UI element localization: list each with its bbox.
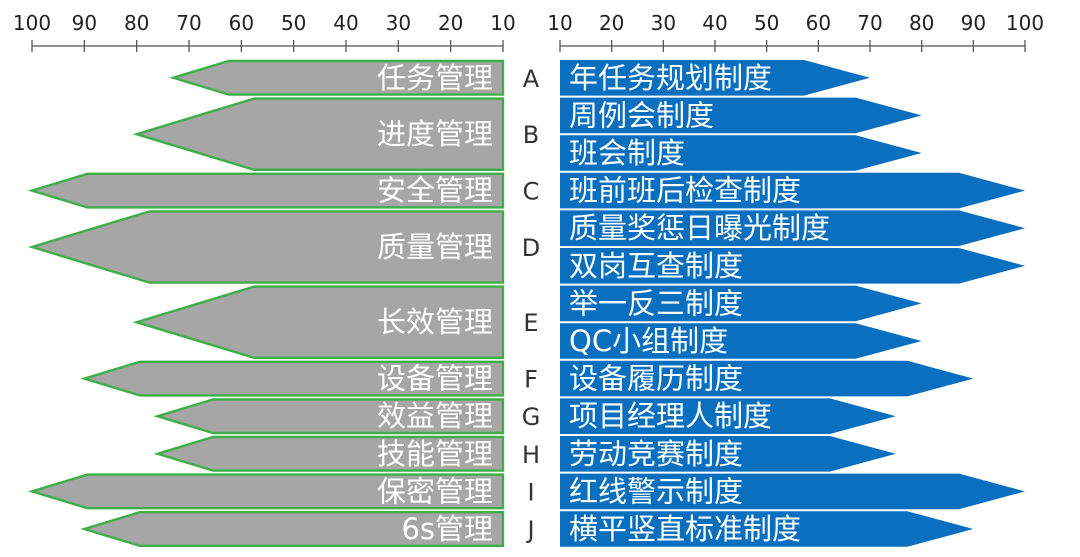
right-arrow-bar xyxy=(560,248,1025,284)
left-arrow-bar xyxy=(153,435,505,472)
system-label: 质量奖惩日曝光制度 xyxy=(569,211,830,245)
right-axis-tick-label: 20 xyxy=(599,11,624,35)
right-arrow-bar xyxy=(560,135,922,171)
left-arrow-bar xyxy=(27,210,505,284)
left-axis-tick-label: 50 xyxy=(281,11,306,35)
right-arrow-bar xyxy=(560,473,1025,510)
right-axis-tick-label: 60 xyxy=(806,11,831,35)
right-axis-tick-label: 80 xyxy=(909,11,934,35)
management-label: 任务管理 xyxy=(377,61,493,95)
right-arrow-bar xyxy=(560,436,896,472)
right-axis-tick-label: 70 xyxy=(857,11,882,35)
group-letter: I xyxy=(527,478,534,506)
group-letter: G xyxy=(522,403,541,431)
left-axis-tick-label: 20 xyxy=(438,11,463,35)
left-axis-tick-label: 40 xyxy=(333,11,358,35)
management-label: 质量管理 xyxy=(377,230,493,264)
right-arrow-bar xyxy=(560,60,870,96)
left-arrow-bar xyxy=(80,511,505,547)
system-label: 年任务规划制度 xyxy=(569,61,772,95)
right-arrow-bar xyxy=(560,285,922,322)
management-label: 效益管理 xyxy=(377,399,493,433)
system-label: 设备履历制度 xyxy=(569,362,743,396)
right-axis-tick-label: 90 xyxy=(961,11,986,35)
left-axis-tick-label: 90 xyxy=(72,11,97,35)
left-arrow-bar xyxy=(132,285,505,359)
left-arrow-bar xyxy=(27,473,505,510)
right-arrow-bar xyxy=(560,210,1025,246)
right-axis-tick-label: 40 xyxy=(702,11,727,35)
right-arrow-bar xyxy=(560,172,1025,209)
right-arrow-bar xyxy=(560,97,922,134)
left-arrow-bar xyxy=(153,398,505,435)
system-label: 举一反三制度 xyxy=(569,286,743,320)
management-label: 技能管理 xyxy=(377,437,493,471)
right-arrow-bar xyxy=(560,398,896,434)
group-letter: J xyxy=(525,516,534,544)
right-axis-tick-label: 30 xyxy=(651,11,676,35)
system-label: 红线警示制度 xyxy=(569,474,743,508)
system-label: 班前班后检查制度 xyxy=(569,174,801,208)
left-axis-tick-label: 60 xyxy=(229,11,254,35)
group-letter: F xyxy=(524,366,538,394)
right-axis-tick-label: 50 xyxy=(754,11,779,35)
management-label: 长效管理 xyxy=(377,305,493,339)
right-arrow-bar xyxy=(560,323,922,359)
system-label: 劳动竞赛制度 xyxy=(569,437,743,471)
management-label: 保密管理 xyxy=(377,474,493,508)
right-arrow-bar xyxy=(560,511,974,547)
group-letter: E xyxy=(523,309,538,337)
system-label: 班会制度 xyxy=(569,136,685,170)
system-label: 横平竖直标准制度 xyxy=(569,512,801,546)
group-letter: C xyxy=(523,178,540,206)
system-label: 周例会制度 xyxy=(569,98,714,132)
group-letter: B xyxy=(523,121,539,149)
management-label: 安全管理 xyxy=(377,174,493,208)
system-label: QC小组制度 xyxy=(569,324,728,358)
left-arrow-bar xyxy=(27,172,505,209)
group-letter: A xyxy=(523,65,540,93)
left-arrow-bar xyxy=(80,360,505,397)
management-label: 进度管理 xyxy=(377,117,493,151)
left-arrow-bar xyxy=(132,97,505,172)
left-axis-tick-label: 10 xyxy=(490,11,515,35)
management-label: 设备管理 xyxy=(377,362,493,396)
group-letter: H xyxy=(522,441,540,469)
left-axis-tick-label: 100 xyxy=(13,11,51,35)
group-letter: D xyxy=(522,234,540,262)
left-axis-tick-label: 30 xyxy=(386,11,411,35)
system-label: 双岗互查制度 xyxy=(569,249,743,283)
right-arrow-bar xyxy=(560,360,974,397)
management-label: 6s管理 xyxy=(401,512,493,546)
right-axis-tick-label: 100 xyxy=(1006,11,1044,35)
system-label: 项目经理人制度 xyxy=(569,399,772,433)
left-arrow-bar xyxy=(169,59,505,96)
left-axis-tick-label: 80 xyxy=(124,11,149,35)
left-axis-tick-label: 70 xyxy=(176,11,201,35)
right-axis-tick-label: 10 xyxy=(547,11,572,35)
